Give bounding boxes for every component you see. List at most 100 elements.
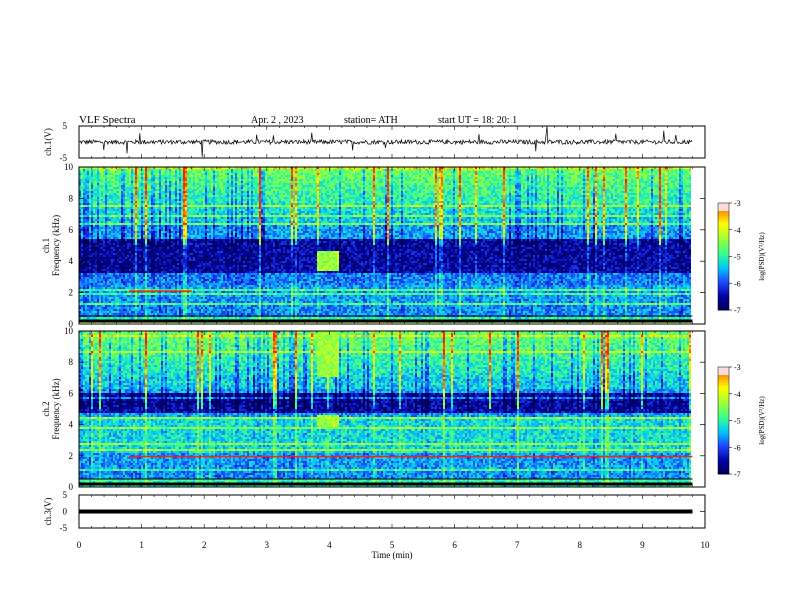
spectrogram-cell bbox=[247, 175, 249, 177]
spectrogram-cell bbox=[555, 191, 557, 193]
spectrogram-cell bbox=[281, 173, 283, 175]
spectrogram-cell bbox=[225, 183, 227, 185]
spectrogram-cell bbox=[401, 197, 403, 199]
spectrogram-cell bbox=[439, 185, 441, 187]
spectrogram-cell bbox=[263, 187, 265, 189]
spectrogram-cell bbox=[607, 183, 609, 185]
spectrogram-cell bbox=[195, 191, 197, 193]
spectrogram-cell bbox=[391, 195, 393, 197]
spectrogram-cell bbox=[355, 193, 357, 195]
spectrogram-cell bbox=[525, 175, 527, 177]
spectrogram-cell bbox=[193, 195, 195, 197]
spectrogram-cell bbox=[509, 187, 511, 189]
spectrogram-cell bbox=[351, 175, 353, 177]
spectrogram-cell bbox=[195, 171, 197, 173]
spectrogram-cell bbox=[175, 185, 177, 187]
spectrogram-cell bbox=[291, 183, 293, 185]
spectrogram-cell bbox=[635, 193, 637, 195]
spectrogram-cell bbox=[127, 173, 129, 175]
spectrogram-cell bbox=[201, 191, 203, 193]
spectrogram-cell bbox=[497, 195, 499, 197]
spectrogram-cell bbox=[599, 175, 601, 177]
spectrogram-cell bbox=[651, 195, 653, 197]
vlf-figure: 5-5ch.1(V) 0246810ch.1 Frequency (kHz) 02… bbox=[0, 0, 792, 612]
spectrogram-cell bbox=[183, 187, 185, 189]
spectrogram-cell bbox=[587, 173, 589, 175]
spectrogram-cell bbox=[433, 177, 435, 179]
spectrogram-cell bbox=[93, 171, 95, 173]
spectrogram-cell bbox=[577, 197, 579, 199]
spectrogram-cell bbox=[323, 185, 325, 187]
spectrogram-cell bbox=[611, 169, 613, 171]
spectrogram-cell bbox=[509, 183, 511, 185]
spectrogram-cell bbox=[301, 193, 303, 195]
spectrogram-cell bbox=[633, 197, 635, 199]
spectrogram-cell bbox=[245, 177, 247, 179]
spectrogram-cell bbox=[303, 171, 305, 173]
spectrogram-cell bbox=[401, 181, 403, 183]
spectrogram-cell bbox=[153, 193, 155, 195]
spectrogram-cell bbox=[307, 171, 309, 173]
spectrogram-cell bbox=[337, 191, 339, 193]
spectrogram-cell bbox=[401, 177, 403, 179]
spectrogram-cell bbox=[625, 193, 627, 195]
spectrogram-cell bbox=[261, 195, 263, 197]
spectrogram-cell bbox=[473, 185, 475, 187]
spectrogram-cell bbox=[225, 169, 227, 171]
spectrogram-cell bbox=[579, 193, 581, 195]
spectrogram-cell bbox=[115, 195, 117, 197]
spectrogram-cell bbox=[367, 181, 369, 183]
spectrogram-cell bbox=[295, 185, 297, 187]
spectrogram-cell bbox=[355, 197, 357, 199]
spectrogram-cell bbox=[455, 169, 457, 171]
spectrogram-cell bbox=[279, 175, 281, 177]
spectrogram-cell bbox=[177, 169, 179, 171]
spectrogram-cell bbox=[359, 171, 361, 173]
spectrogram-cell bbox=[425, 183, 427, 185]
spectrogram-cell bbox=[653, 175, 655, 177]
spectrogram-cell bbox=[529, 181, 531, 183]
spectrogram-cell bbox=[253, 171, 255, 173]
spectrogram-cell bbox=[99, 193, 101, 195]
spectrogram-cell bbox=[543, 171, 545, 173]
spectrogram-cell bbox=[427, 179, 429, 181]
spectrogram-cell bbox=[361, 169, 363, 171]
spectrogram-cell bbox=[151, 191, 153, 193]
spectrogram-cell bbox=[83, 183, 85, 185]
spectrogram-cell bbox=[565, 181, 567, 183]
spectrogram-cell bbox=[333, 173, 335, 175]
spectrogram-cell bbox=[647, 175, 649, 177]
spectrogram-cell bbox=[437, 191, 439, 193]
spectrogram-cell bbox=[319, 191, 321, 193]
spectrogram-cell bbox=[175, 183, 177, 185]
spectrogram-cell bbox=[163, 181, 165, 183]
spectrogram-cell bbox=[267, 169, 269, 171]
spectrogram-cell bbox=[151, 171, 153, 173]
spectrogram-cell bbox=[441, 189, 443, 191]
spectrogram-cell bbox=[451, 189, 453, 191]
spectrogram-cell bbox=[425, 179, 427, 181]
spectrogram-cell bbox=[593, 169, 595, 171]
spectrogram-cell bbox=[617, 177, 619, 179]
spectrogram-cell bbox=[341, 177, 343, 179]
spectrogram-cell bbox=[365, 195, 367, 197]
spectrogram-cell bbox=[161, 171, 163, 173]
spectrogram-cell bbox=[433, 169, 435, 171]
spectrogram-cell bbox=[423, 195, 425, 197]
spectrogram-cell bbox=[257, 171, 259, 173]
spectrogram-cell bbox=[215, 175, 217, 177]
spectrogram-cell bbox=[315, 177, 317, 179]
spectrogram-cell bbox=[681, 179, 683, 181]
spectrogram-cell bbox=[221, 191, 223, 193]
spectrogram-cell bbox=[637, 197, 639, 199]
spectrogram-cell bbox=[381, 195, 383, 197]
spectrogram-cell bbox=[249, 179, 251, 181]
spectrogram-cell bbox=[177, 171, 179, 173]
spectrogram-cell bbox=[445, 181, 447, 183]
spectrogram-cell bbox=[669, 181, 671, 183]
spectrogram-cell bbox=[639, 177, 641, 179]
spectrogram-cell bbox=[617, 173, 619, 175]
spectrogram-cell bbox=[89, 175, 91, 177]
spectrogram-cell bbox=[375, 173, 377, 175]
spectrogram-cell bbox=[621, 197, 623, 199]
